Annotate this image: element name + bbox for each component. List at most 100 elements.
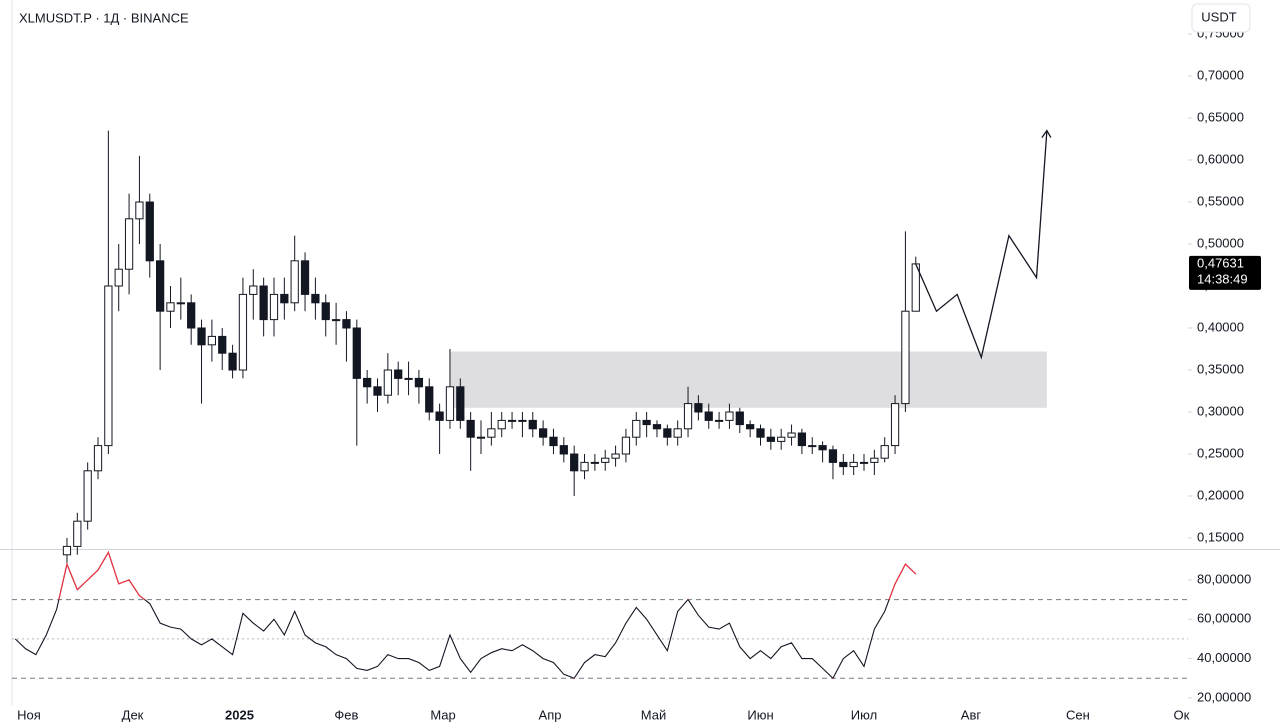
candle-body: [187, 302, 196, 329]
candle-body: [456, 386, 465, 421]
candle-body: [383, 369, 392, 396]
candle-body: [735, 411, 744, 426]
x-tick-label: Сен: [1066, 707, 1090, 722]
candle-body: [363, 377, 372, 388]
x-tick-label: Июл: [851, 707, 877, 722]
candle-body: [611, 453, 620, 459]
candle-body: [497, 419, 506, 430]
candle-body: [93, 445, 103, 472]
candle-body: [114, 268, 123, 287]
y-tick-label: 0,30000: [1197, 403, 1244, 418]
candle-body: [777, 436, 786, 442]
candle-body: [83, 470, 92, 522]
candle-body: [135, 201, 144, 220]
x-tick-label: Апр: [539, 707, 562, 722]
currency-button[interactable]: [1191, 3, 1251, 33]
candle-body: [280, 293, 289, 304]
candle-body: [476, 436, 486, 439]
candle-body: [663, 428, 672, 438]
candle-body: [311, 293, 320, 304]
candle-body: [559, 445, 568, 455]
candle-body: [342, 319, 351, 329]
candle-body: [859, 461, 869, 464]
candle-body: [197, 327, 206, 346]
candle-body: [321, 302, 330, 321]
candle-body: [849, 461, 858, 468]
y-tick-label: 0,55000: [1197, 193, 1244, 208]
candle-body: [73, 520, 82, 547]
candle-body: [331, 319, 341, 322]
candle-body: [549, 436, 558, 447]
candle-body: [445, 386, 455, 421]
candle-body: [528, 419, 537, 430]
candle-body: [632, 419, 641, 438]
candle-body: [590, 461, 599, 464]
price-tag-label: 0,47631: [1197, 255, 1244, 270]
candle-body: [124, 218, 134, 270]
candle-body: [683, 403, 693, 430]
candle-body: [839, 461, 848, 468]
candle-body: [870, 457, 879, 463]
candle-body: [394, 369, 403, 379]
x-tick-label: Дек: [122, 707, 144, 722]
x-tick-label: Авг: [961, 707, 982, 722]
candle-body: [290, 260, 299, 304]
x-tick-label: Фев: [334, 707, 358, 722]
countdown: 14:38:49: [1197, 271, 1248, 286]
candle-body: [373, 386, 382, 396]
candle-body: [518, 419, 527, 422]
candle-body: [570, 453, 579, 472]
candle-body: [880, 445, 889, 459]
candle-body: [404, 377, 413, 380]
candle-body: [580, 461, 589, 472]
y-tick-label: 0,40000: [1197, 319, 1244, 334]
y-tick-label: 0,65000: [1197, 109, 1244, 124]
y-tick-label: 20,00000: [1197, 689, 1251, 704]
x-tick-label: Май: [641, 707, 666, 722]
candle-body: [808, 445, 817, 448]
candle-body: [166, 302, 175, 312]
candle-body: [621, 436, 631, 455]
candle-body: [746, 424, 755, 430]
y-tick-label: 0,60000: [1197, 151, 1244, 166]
y-tick-label: 60,00000: [1197, 611, 1251, 626]
candle-body: [104, 285, 113, 447]
candle-body: [538, 428, 548, 438]
arrow-head: [1041, 129, 1052, 138]
currency-label[interactable]: USDT: [1201, 9, 1236, 24]
candle-body: [259, 285, 268, 321]
candle-body: [62, 545, 72, 556]
y-tick-label: 40,00000: [1197, 650, 1251, 665]
candle-body: [207, 335, 217, 346]
candle-body: [828, 449, 838, 463]
y-tick-label: 0,15000: [1197, 529, 1244, 544]
candle-body: [787, 432, 796, 438]
candle-body: [156, 260, 165, 312]
candle-body: [652, 424, 662, 430]
y-tick-label: 0,50000: [1197, 235, 1244, 250]
candle-body: [911, 263, 920, 312]
y-tick-label: 0,25000: [1197, 445, 1244, 460]
candle-body: [435, 411, 444, 421]
y-tick-label: 0,35000: [1197, 361, 1244, 376]
candle-body: [818, 445, 827, 451]
candle-body: [249, 285, 258, 295]
price-tag: [1189, 255, 1261, 290]
candle-body: [673, 428, 682, 438]
candle-body: [704, 411, 713, 421]
x-tick-label: Ноя: [17, 707, 41, 722]
candle-body: [714, 419, 724, 422]
y-tick-label: 0,20000: [1197, 487, 1244, 502]
x-tick-label: Мар: [430, 707, 455, 722]
candle-body: [218, 335, 227, 354]
candle-body: [756, 428, 765, 438]
candle-body: [176, 302, 185, 305]
candle-body: [694, 403, 703, 413]
candle-body: [797, 432, 807, 447]
candle-body: [642, 419, 651, 426]
candle-body: [890, 403, 900, 447]
candle-body: [725, 411, 734, 421]
candle-body: [414, 377, 424, 388]
